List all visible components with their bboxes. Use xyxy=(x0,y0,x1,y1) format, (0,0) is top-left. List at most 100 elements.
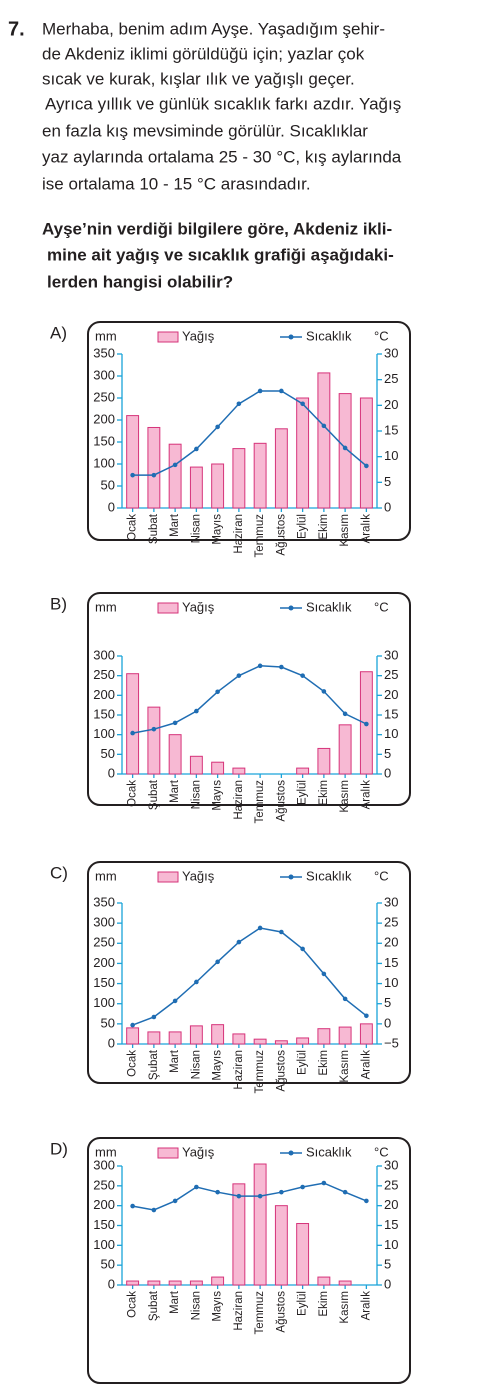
temperature-point xyxy=(257,663,263,669)
bar xyxy=(296,767,310,775)
bar xyxy=(211,1276,225,1286)
chart-frame xyxy=(87,1137,411,1384)
paragraph-line: yaz aylarında ortalama 25 - 30 °C, kış a… xyxy=(42,147,402,166)
bar xyxy=(147,1031,161,1045)
temperature-point xyxy=(342,996,348,1002)
bar xyxy=(189,755,203,775)
bar xyxy=(359,1023,373,1045)
x-tick-label: Aralık xyxy=(360,780,372,810)
temperature-point xyxy=(364,463,369,469)
x-tick-label: Haziran xyxy=(233,1291,245,1331)
bar xyxy=(317,747,331,775)
x-tick-label: Mayıs xyxy=(212,1050,224,1081)
y-tick-label: 250 xyxy=(93,935,115,950)
legend-label: Sıcaklık xyxy=(306,328,352,343)
temperature-point xyxy=(236,401,242,407)
legend-label: Sıcaklık xyxy=(306,599,352,614)
x-tick-label: Eylül xyxy=(297,514,309,539)
y2-axis-label: °C xyxy=(374,599,389,614)
x-tick-label: Ağustos xyxy=(275,780,287,822)
temperature-point xyxy=(321,971,327,977)
y2-tick-label: 25 xyxy=(384,667,398,682)
bar xyxy=(338,724,352,775)
x-tick-label: Temmuz xyxy=(254,1291,266,1335)
x-tick-label: Kasım xyxy=(339,1291,351,1324)
y-tick-label: 100 xyxy=(93,1237,115,1252)
y-tick-label: 350 xyxy=(93,894,115,909)
temperature-point xyxy=(257,1193,263,1199)
bar xyxy=(147,426,161,509)
y-axis-label: mm xyxy=(95,328,117,343)
temperature-point xyxy=(279,388,284,394)
y2-tick-label: 5 xyxy=(384,995,391,1010)
x-tick-label: Ocak xyxy=(127,1291,139,1318)
x-tick-label: Kasım xyxy=(339,514,351,547)
y2-tick-label: 20 xyxy=(384,935,398,950)
x-tick-label: Nisan xyxy=(190,514,202,543)
y2-tick-label: 25 xyxy=(384,915,398,930)
temperature-point xyxy=(172,1198,178,1204)
x-tick-label: Eylül xyxy=(297,780,309,805)
temperature-point xyxy=(279,1189,284,1195)
y-tick-label: 300 xyxy=(93,1157,115,1172)
temperature-point xyxy=(151,472,157,478)
x-tick-label: Şubat xyxy=(148,1290,160,1321)
y2-tick-label: 30 xyxy=(384,647,398,662)
temperature-point xyxy=(279,929,284,935)
x-tick-label: Nisan xyxy=(190,1291,202,1320)
y-tick-label: 0 xyxy=(108,1276,115,1291)
temperature-point xyxy=(130,1022,135,1028)
y-tick-label: 150 xyxy=(93,433,115,448)
paragraph-line: en fazla kış mevsiminde görülür. Sıcaklı… xyxy=(42,121,368,140)
legend-label: Yağış xyxy=(182,328,215,343)
bar xyxy=(274,1205,288,1286)
y2-tick-label: 15 xyxy=(384,706,398,721)
x-tick-label: Aralık xyxy=(360,514,372,544)
option-label: A) xyxy=(50,323,67,342)
temperature-point xyxy=(257,925,263,931)
bar xyxy=(296,1037,310,1045)
y-tick-label: 50 xyxy=(101,477,115,492)
y-tick-label: 300 xyxy=(93,367,115,382)
y2-tick-label: 30 xyxy=(384,1157,398,1172)
temperature-point xyxy=(151,1014,157,1020)
temperature-point xyxy=(364,1013,369,1019)
temperature-point xyxy=(194,446,199,452)
bar xyxy=(189,1025,203,1045)
temperature-point xyxy=(215,959,220,965)
x-tick-label: Aralık xyxy=(360,1291,372,1321)
bar xyxy=(296,397,310,509)
x-tick-label: Şubat xyxy=(148,1049,160,1080)
bar xyxy=(168,443,182,509)
y-axis-label: mm xyxy=(95,599,117,614)
chart-frame xyxy=(87,592,411,806)
y-tick-label: 50 xyxy=(101,746,115,761)
temperature-point xyxy=(321,689,327,694)
temperature-line xyxy=(132,1182,367,1211)
bar xyxy=(126,673,140,775)
y-tick-label: 0 xyxy=(108,499,115,514)
x-tick-label: Haziran xyxy=(233,780,245,820)
x-tick-label: Ağustos xyxy=(275,1291,287,1333)
x-tick-label: Kasım xyxy=(339,1050,351,1083)
legend-swatch xyxy=(157,1147,179,1159)
legend-swatch xyxy=(157,331,179,343)
x-tick-label: Mayıs xyxy=(212,780,224,811)
bar xyxy=(338,1280,352,1286)
temperature-point xyxy=(215,1189,220,1195)
bar xyxy=(253,1038,267,1045)
y-tick-label: 250 xyxy=(93,667,115,682)
x-tick-label: Mayıs xyxy=(212,1291,224,1322)
paragraph-line: Merhaba, benim adım Ayşe. Yaşadığım şehi… xyxy=(42,19,385,38)
bar xyxy=(253,1163,267,1286)
bar xyxy=(147,706,161,775)
prompt-line: Ayşe’nin verdiği bilgilere göre, Akdeniz… xyxy=(42,219,392,238)
option-label: B) xyxy=(50,594,67,613)
x-tick-label: Ağustos xyxy=(275,1050,287,1092)
y2-axis-label: °C xyxy=(374,1144,389,1159)
legend-swatch xyxy=(157,602,179,614)
y-tick-label: 0 xyxy=(108,1035,115,1050)
temperature-point xyxy=(194,979,199,985)
bar xyxy=(274,428,288,509)
